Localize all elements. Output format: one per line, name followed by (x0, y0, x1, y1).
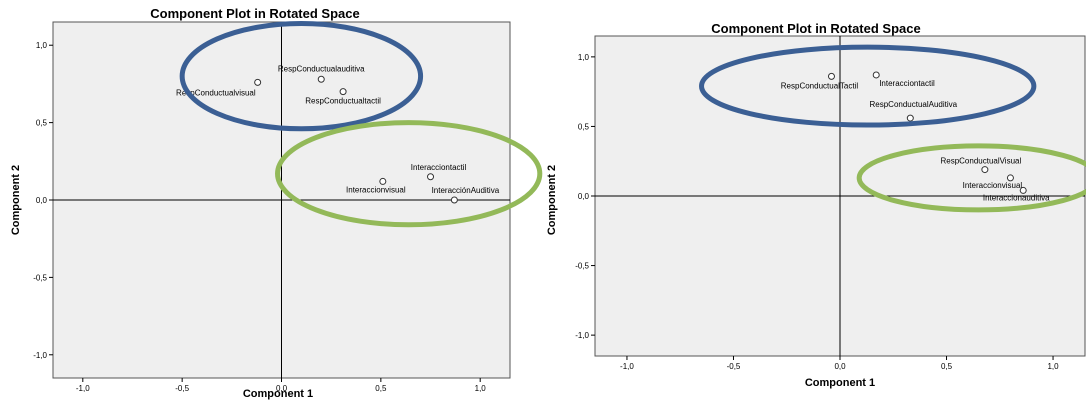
point-label: Interacciontactil (411, 163, 467, 172)
y-tick-label: 0,0 (578, 192, 590, 201)
x-tick-label: 0,0 (276, 384, 288, 393)
x-tick-label: -1,0 (620, 362, 634, 371)
y-tick-label: -1,0 (575, 331, 589, 340)
chart-right-svg: -1,0 -0,5 0,0 0,5 1,0 -1,0 -0,5 0,0 0,5 1,0 RespCo… (546, 21, 1086, 389)
x-tick-label: 0,5 (941, 362, 953, 371)
data-point (317, 75, 325, 83)
data-point (1019, 186, 1027, 194)
chart-left-svg: -1,0 -0,5 0,0 0,5 1,0 -1,0 -0,5 0,0 0,5 1,0 RespCo… (10, 6, 543, 400)
cluster-ellipse-blue (699, 44, 1037, 128)
point-label: Interaccionvisual (346, 185, 406, 194)
chart-title: Component Plot in Rotated Space (711, 21, 920, 36)
point-label: Interaccionvisual (963, 181, 1023, 190)
x-axis-label: Component 1 (805, 377, 875, 389)
data-point (254, 78, 262, 86)
point-label: RespConductualVisual (940, 157, 1021, 166)
cluster-ellipse-blue (179, 21, 424, 132)
plot-area: -1,0 -0,5 0,0 0,5 1,0 -1,0 -0,5 0,0 0,5 1,0 RespCo… (575, 35, 1086, 371)
chart-title: Component Plot in Rotated Space (150, 6, 359, 21)
y-tick-label: 1,0 (36, 41, 48, 50)
y-tick-label: 0,5 (578, 122, 590, 131)
y-tick-label: -1,0 (33, 351, 47, 360)
data-point (872, 71, 880, 79)
y-tick-label: 0,5 (36, 119, 48, 128)
x-tick-label: 0,0 (834, 362, 846, 371)
data-point (827, 72, 835, 80)
point-label: RespConductualAuditiva (869, 100, 957, 109)
x-tick-label: -0,5 (175, 384, 189, 393)
point-label: RespConductualauditiva (278, 64, 365, 73)
point-label: Interacciontactil (879, 79, 935, 88)
y-axis-label: Component 2 (546, 165, 558, 235)
plot-area: -1,0 -0,5 0,0 0,5 1,0 -1,0 -0,5 0,0 0,5 1,0 RespCo… (33, 21, 543, 393)
cluster-ellipse-green (856, 143, 1086, 213)
point-label: InteracciónAuditiva (432, 186, 500, 195)
point-label: RespConductualtactil (305, 97, 381, 106)
data-point (981, 166, 989, 174)
x-tick-label: 1,0 (1047, 362, 1059, 371)
x-tick-label: -0,5 (727, 362, 741, 371)
component-plot-right: -1,0 -0,5 0,0 0,5 1,0 -1,0 -0,5 0,0 0,5 1,0 RespCo… (543, 0, 1086, 401)
cluster-ellipse-green (275, 120, 543, 228)
y-tick-label: 1,0 (578, 53, 590, 62)
data-point (906, 114, 914, 122)
x-tick-label: -1,0 (76, 384, 90, 393)
x-tick-label: 0,5 (375, 384, 387, 393)
y-tick-label: 0,0 (36, 196, 48, 205)
data-point (427, 173, 435, 181)
data-point (379, 177, 387, 185)
y-tick-label: -0,5 (33, 273, 47, 282)
x-tick-label: 1,0 (475, 384, 487, 393)
point-label: RespConductualvisual (176, 88, 256, 97)
y-axis-label: Component 2 (10, 165, 22, 235)
point-label: RespConductualTactil (781, 81, 859, 90)
x-axis-label: Component 1 (243, 388, 313, 400)
point-label: Interaccionauditiva (983, 193, 1050, 202)
component-plot-left: -1,0 -0,5 0,0 0,5 1,0 -1,0 -0,5 0,0 0,5 1,0 RespCo… (10, 6, 543, 400)
data-point (1006, 174, 1014, 182)
y-tick-label: -0,5 (575, 262, 589, 271)
data-point (339, 88, 347, 96)
data-point (450, 196, 458, 204)
